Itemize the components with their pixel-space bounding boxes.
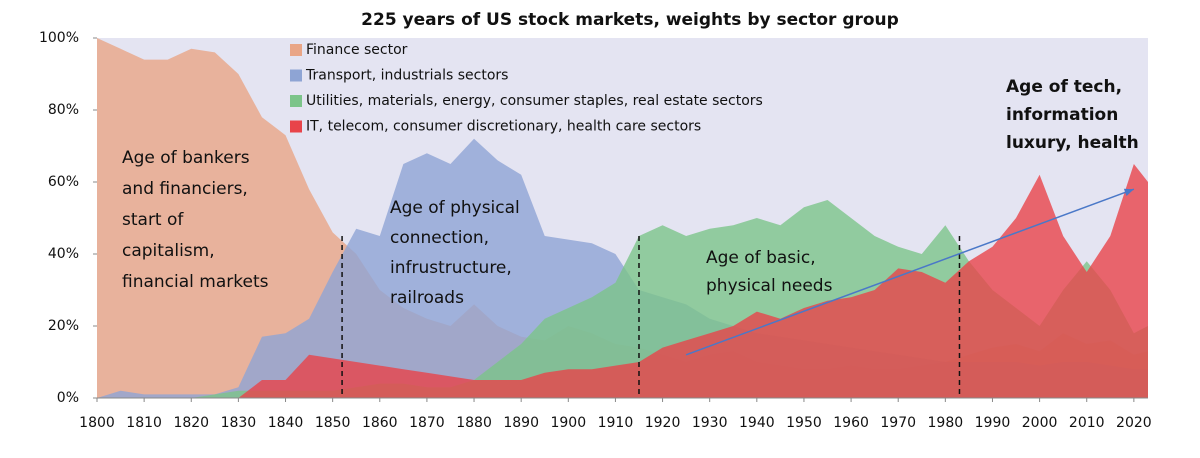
x-tick-label: 1940 <box>739 415 775 431</box>
x-tick-label: 1800 <box>79 415 115 431</box>
arrow-head <box>1123 188 1134 197</box>
x-tick-label: 1970 <box>880 415 916 431</box>
y-tick-label: 80% <box>48 102 79 118</box>
annotation: financial markets <box>122 272 269 292</box>
x-tick-label: 1930 <box>692 415 728 431</box>
legend-swatch <box>290 95 302 107</box>
annotation: luxury, health <box>1006 133 1139 153</box>
x-tick-label: 2000 <box>1022 415 1058 431</box>
x-tick-label: 1880 <box>456 415 492 431</box>
x-tick-label: 1920 <box>645 415 681 431</box>
trend-arrow <box>685 188 1135 356</box>
annotation: and financiers, <box>122 179 248 199</box>
x-tick-label: 1890 <box>503 415 539 431</box>
legend-label: Utilities, materials, energy, consumer s… <box>306 93 763 109</box>
annotation: Age of bankers <box>122 148 250 168</box>
y-tick-label: 40% <box>48 246 79 262</box>
x-tick-label: 1830 <box>221 415 257 431</box>
area <box>97 138 1148 399</box>
annotation: Age of tech, <box>1006 77 1122 97</box>
x-tick-label: 1950 <box>786 415 822 431</box>
x-tick-label: 1990 <box>975 415 1011 431</box>
x-tick-label: 1850 <box>315 415 351 431</box>
y-tick-label: 0% <box>57 390 79 406</box>
x-tick-label: 1860 <box>362 415 398 431</box>
legend-label: Transport, industrials sectors <box>305 68 508 84</box>
legend-swatch <box>290 69 302 82</box>
annotation: connection, <box>390 228 489 248</box>
y-tick-label: 20% <box>48 318 79 334</box>
legend-swatch <box>290 120 302 133</box>
annotation: Age of physical <box>390 198 520 218</box>
x-tick-label: 1900 <box>550 415 586 431</box>
annotation: railroads <box>390 288 464 308</box>
y-tick-label: 60% <box>48 174 79 190</box>
x-tick-label: 1870 <box>409 415 445 431</box>
legend-swatch <box>290 44 302 56</box>
annotation: information <box>1006 105 1118 125</box>
y-tick-label: 100% <box>39 30 79 46</box>
x-tick-label: 1840 <box>268 415 304 431</box>
x-tick-label: 1810 <box>126 415 162 431</box>
annotation: start of <box>122 210 184 230</box>
x-tick-label: 2010 <box>1069 415 1105 431</box>
x-tick-label: 2020 <box>1116 415 1152 431</box>
annotation: Age of basic, <box>706 248 816 268</box>
legend-label: Finance sector <box>306 42 408 58</box>
x-tick-label: 1980 <box>928 415 964 431</box>
annotation: infrustructure, <box>390 258 512 278</box>
chart-title: 225 years of US stock markets, weights b… <box>361 10 899 30</box>
area <box>97 164 1148 398</box>
x-tick-label: 1910 <box>598 415 634 431</box>
x-tick-label: 1960 <box>833 415 869 431</box>
annotation: physical needs <box>706 276 833 296</box>
x-tick-label: 1820 <box>173 415 209 431</box>
annotation: capitalism, <box>122 241 215 261</box>
legend-label: IT, telecom, consumer discretionary, hea… <box>306 119 701 135</box>
